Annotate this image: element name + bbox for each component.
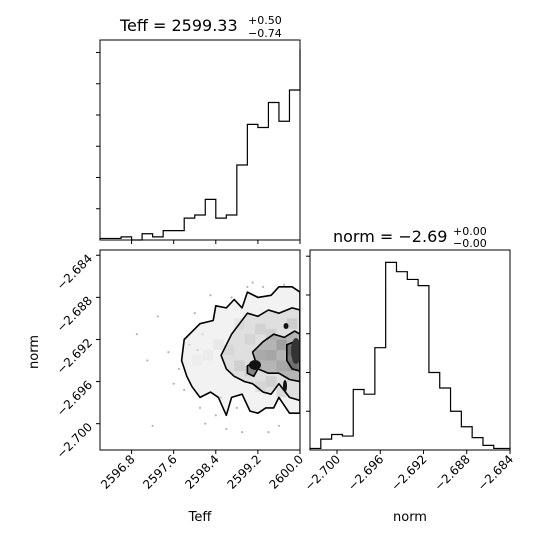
teff-histogram-yticks [96, 52, 100, 210]
teff-histogram-steps [99, 49, 301, 241]
norm-histogram-panel: −2.700 −2.696 −2.692 −2.688 −2.684 norm norm… [302, 225, 516, 525]
norm-histogram-xticks: −2.700 −2.696 −2.692 −2.688 −2.684 [302, 450, 516, 494]
joint-scatter-point-20 [172, 382, 175, 385]
norm-histogram-xtick-label-4: −2.684 [475, 452, 516, 493]
joint-xtick-label-4: 2600.0 [267, 452, 307, 492]
joint-ytick-label-0: −2.684 [54, 251, 95, 292]
joint-ytick-label-1: −2.688 [54, 294, 95, 335]
joint-ytick-label-3: −2.696 [54, 378, 95, 419]
norm-histogram-xtick-label-3: −2.688 [432, 452, 473, 493]
joint-frame [99, 249, 301, 451]
joint-scatter-point-19 [283, 283, 286, 286]
joint-peak-blob-right [291, 338, 300, 364]
norm-histogram-steps [309, 261, 511, 450]
joint-xticks: 2596.8 2597.6 2598.4 2599.2 2600.0 [98, 450, 306, 492]
teff-title-prefix: Teff = 2599.33 [119, 16, 238, 35]
joint-scatter-point-25 [151, 424, 154, 427]
joint-scatter-point-16 [262, 285, 265, 288]
norm-title: norm = −2.69 [333, 227, 447, 246]
joint-contour-1 [220, 307, 300, 402]
joint-xtick-label-0: 2596.8 [98, 452, 138, 492]
joint-xtick-label-1: 2597.6 [140, 452, 180, 492]
joint-scatter-point-8 [214, 414, 217, 417]
joint-scatter-point-1 [167, 351, 170, 354]
norm-histogram-xtick-label-2: −2.692 [388, 452, 429, 493]
norm-xlabel: norm [393, 510, 427, 525]
teff-title-lower: −0.74 [248, 27, 282, 40]
joint-scatter-point-6 [204, 422, 207, 425]
joint-xtick-label-3: 2599.2 [224, 452, 264, 492]
teff-histogram-frame [99, 39, 301, 241]
norm-histogram-yticks [306, 255, 310, 412]
joint-peak-blob-small [283, 323, 289, 329]
teff-histogram-xticks [131, 240, 301, 244]
joint-scatter-point-2 [183, 388, 186, 392]
joint-scatter-point-13 [241, 431, 244, 434]
norm-histogram-xtick-label-1: −2.696 [345, 452, 386, 493]
joint-ytick-label-4: −2.700 [54, 420, 95, 461]
joint-scatter-point-18 [277, 424, 281, 427]
joint-scatter-point-21 [177, 367, 181, 371]
norm-title-upper: +0.00 [453, 225, 487, 238]
joint-scatter-point-0 [156, 315, 159, 318]
joint-contour-0 [180, 285, 300, 417]
norm-histogram-frame [309, 249, 511, 451]
joint-xtick-label-2: 2598.4 [182, 452, 222, 492]
joint-scatter-point-7 [209, 294, 212, 297]
joint-peak-blob-left [249, 360, 261, 370]
norm-histogram-xtick-label-0: −2.700 [302, 452, 343, 493]
joint-contours [180, 285, 300, 417]
joint-peak-blobs [249, 323, 300, 392]
joint-scatter-point-12 [235, 406, 238, 409]
joint-scatter-point-14 [246, 285, 249, 288]
joint-ylabel: norm [27, 335, 42, 369]
norm-title-prefix: norm = −2.69 [333, 227, 447, 246]
teff-histogram-panel: Teff = 2599.33 +0.50 −0.74 [96, 14, 301, 244]
joint-scatter-point-5 [198, 406, 202, 409]
joint-scatter-point-26 [146, 359, 149, 362]
joint-scatter-point-15 [251, 281, 254, 284]
joint-xlabel: Teff [188, 510, 213, 525]
joint-yticks: −2.684−2.688−2.692−2.696−2.700 [54, 251, 100, 461]
joint-scatter-point-4 [193, 312, 196, 315]
joint-ytick-label-2: −2.692 [54, 336, 95, 377]
teff-title: Teff = 2599.33 [119, 16, 238, 35]
joint-scatter-point-11 [230, 296, 233, 299]
joint-peak-blob-low [283, 380, 287, 392]
norm-title-lower: −0.00 [453, 237, 487, 250]
teff-title-upper: +0.50 [248, 14, 282, 27]
joint-scatter-point-24 [135, 333, 138, 336]
joint-panel: 2596.8 2597.6 2598.4 2599.2 2600.0 −2.684−2.… [27, 249, 306, 525]
joint-scatter-point-10 [225, 427, 228, 431]
joint-scatter-point-17 [267, 431, 270, 434]
